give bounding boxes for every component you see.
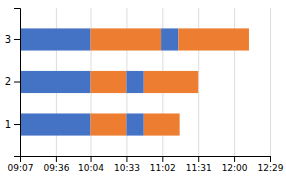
y-tick-label: 1: [5, 119, 11, 130]
x-tick-label: 11:31: [186, 163, 212, 173]
x-tick: 10:04: [78, 156, 104, 173]
y-tick-label: 3: [5, 34, 11, 45]
x-tick-label: 10:04: [78, 163, 104, 173]
x-tick-label: 09:07: [8, 163, 34, 173]
x-tick: 09:07: [8, 156, 34, 173]
x-tick: 10:33: [114, 156, 140, 173]
bar-segment: [91, 28, 162, 50]
x-tick-mark: [234, 156, 235, 162]
x-axis: 09:07 09:36 10:04 10:33 11:02 11:31 12:00 12:29: [8, 156, 284, 173]
x-tick: 11:02: [150, 156, 176, 173]
x-tick-label: 12:29: [258, 163, 284, 173]
bars: [20, 28, 249, 135]
bar-segment: [178, 28, 249, 50]
x-tick-label: 12:00: [222, 163, 248, 173]
y-axis: 1 2 3: [5, 9, 21, 157]
bar-segment: [20, 71, 91, 93]
bar-segment: [20, 28, 91, 50]
x-tick-label: 09:36: [43, 163, 69, 173]
y-tick-mark: [14, 82, 20, 83]
bar-segment: [161, 28, 178, 50]
x-tick-mark: [198, 156, 199, 162]
y-tick-mark: [14, 39, 20, 40]
bar-segment: [20, 113, 91, 135]
grid-line: [270, 8, 271, 156]
chart: 09:07 09:36 10:04 10:33 11:02 11:31 12:00 12:29…: [0, 0, 286, 176]
x-axis-line: [21, 157, 271, 163]
bar-segment: [91, 113, 127, 135]
plot: 09:07 09:36 10:04 10:33 11:02 11:31 12:00 12:29…: [5, 8, 284, 173]
x-tick-mark: [91, 156, 92, 162]
x-tick-label: 10:33: [114, 163, 140, 173]
y-tick-mark: [14, 124, 20, 125]
y-tick: 1: [5, 119, 20, 130]
bar-segment: [91, 71, 127, 93]
y-tick: 3: [5, 34, 20, 45]
x-tick: 12:29: [258, 156, 284, 173]
bar-segment: [144, 113, 180, 135]
x-tick: 09:36: [43, 156, 69, 173]
x-tick: 11:31: [186, 156, 212, 173]
x-tick: 12:00: [222, 156, 248, 173]
grid: [21, 8, 271, 156]
x-tick-mark: [126, 156, 127, 162]
y-axis-line: [14, 9, 21, 157]
grid-tick: [270, 8, 271, 156]
x-tick-label: 11:02: [150, 163, 176, 173]
bar-segment: [126, 71, 143, 93]
x-tick-mark: [162, 156, 163, 162]
x-tick-mark: [56, 156, 57, 162]
y-tick-label: 2: [5, 76, 11, 87]
y-tick: 2: [5, 76, 20, 87]
bar-segment: [144, 71, 198, 93]
x-tick-mark: [270, 156, 271, 162]
bar-segment: [126, 113, 143, 135]
